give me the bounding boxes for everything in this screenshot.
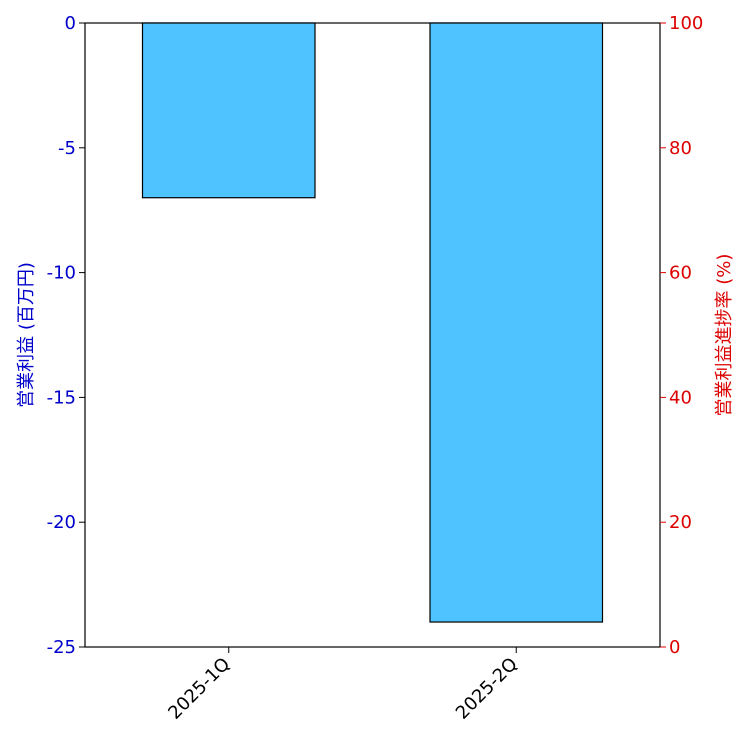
left-tick-label: 0 <box>65 13 76 34</box>
bar-2025-1Q <box>141 22 316 199</box>
x-tick-label: 2025-1Q <box>164 654 234 724</box>
right-axis-title: 営業利益進捗率 (%) <box>714 254 735 417</box>
right-tick-label: 0 <box>669 637 680 658</box>
right-tick-label: 60 <box>669 263 692 284</box>
left-tick-label: -20 <box>47 512 76 533</box>
left-tick-label: -5 <box>58 138 76 159</box>
right-axis: 100 80 60 40 20 0 <box>660 13 703 658</box>
bars-layer <box>141 22 604 623</box>
left-axis-title: 営業利益 (百万円) <box>16 262 37 408</box>
right-tick-label: 100 <box>669 13 703 34</box>
right-tick-label: 80 <box>669 138 692 159</box>
left-tick-label: -25 <box>47 637 76 658</box>
left-tick-label: -10 <box>47 263 76 284</box>
bar-2025-2Q <box>429 22 604 623</box>
left-axis: 0 -5 -10 -15 -20 -25 <box>47 13 85 658</box>
right-tick-label: 40 <box>669 387 692 408</box>
left-tick-label: -15 <box>47 387 76 408</box>
x-tick-label: 2025-2Q <box>452 654 522 724</box>
right-tick-label: 20 <box>669 512 692 533</box>
x-axis: 2025-1Q 2025-2Q <box>164 647 522 724</box>
